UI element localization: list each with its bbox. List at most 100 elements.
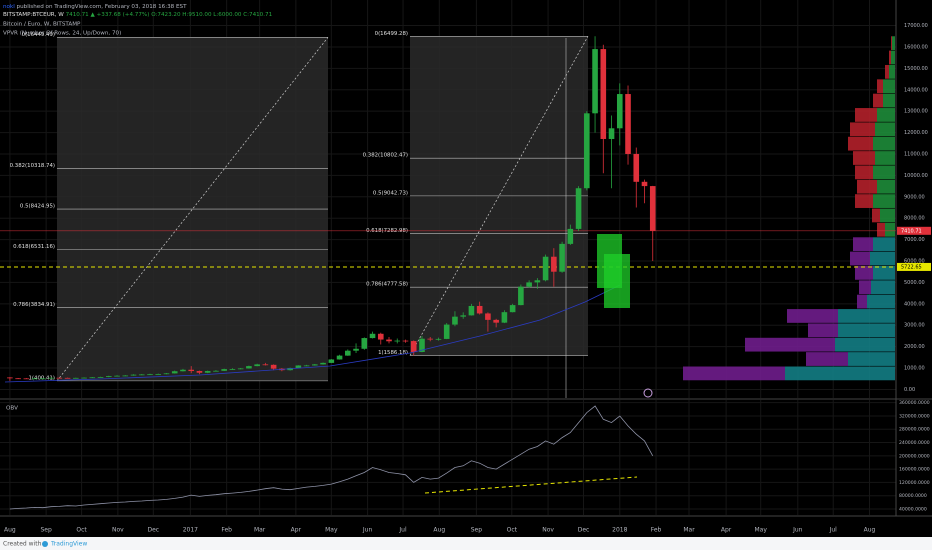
candle-body	[410, 341, 417, 352]
vpvr-up	[871, 280, 895, 295]
vpvr-up	[867, 294, 895, 309]
vpvr-down	[891, 36, 892, 51]
obv-tick-label: 360000.0000	[899, 400, 930, 406]
candle-body	[600, 49, 607, 139]
vpvr-up	[892, 36, 895, 51]
price-tag	[897, 262, 931, 271]
candle-body	[237, 368, 244, 370]
x-tick-label: 2018	[612, 527, 627, 534]
candle-body	[303, 365, 310, 367]
obv-tick-label: 40000.0000	[899, 507, 927, 513]
candle-body	[114, 375, 120, 377]
x-tick-label: Jul	[829, 527, 838, 534]
footer-text: Created with	[3, 541, 42, 548]
candle-body	[468, 305, 475, 316]
vpvr-up	[873, 265, 895, 280]
vpvr-down	[872, 208, 880, 223]
x-tick-label: Jul	[398, 527, 407, 534]
vpvr-up	[873, 165, 895, 180]
candle-body	[155, 374, 162, 375]
candle-body	[229, 369, 236, 370]
vpvr-down	[853, 151, 875, 165]
x-tick-label: Jun	[362, 527, 373, 534]
vpvr-up	[883, 79, 895, 94]
candle-body	[361, 338, 368, 349]
y-tick-label: 4000.00	[904, 301, 925, 307]
vpvr-down	[885, 64, 889, 79]
vpvr-down	[877, 79, 883, 94]
candle-body	[262, 364, 269, 366]
author[interactable]: nokl	[3, 4, 15, 10]
vpvr-down	[873, 93, 883, 108]
candle-body	[254, 364, 260, 367]
x-tick-label: 2017	[183, 527, 198, 534]
vpvr-down	[806, 352, 848, 366]
candle-body	[312, 364, 318, 366]
obv-tick-label: 200000.0000	[899, 453, 930, 459]
vpvr-up	[877, 179, 895, 194]
x-tick-label: Sep	[40, 527, 52, 534]
vpvr-down	[853, 237, 873, 252]
candle-body	[213, 370, 219, 372]
chart-title: Bitcoin / Euro, W, BITSTAMP	[3, 22, 81, 28]
candle-body	[328, 359, 335, 363]
obv-title: OBV	[6, 406, 18, 412]
candle-body	[575, 188, 582, 229]
candle-body	[641, 181, 648, 187]
candle-body	[171, 371, 178, 374]
price-tag-label: 5722.65	[901, 264, 922, 270]
candle-body	[353, 348, 359, 351]
vpvr-down	[808, 323, 838, 338]
quote: 7410.71 ▲ +337.68 (+4.77%) O:7423.20 H:9…	[66, 12, 273, 18]
candle-body	[7, 377, 13, 379]
candle-body	[592, 49, 598, 114]
x-tick-label: Apr	[291, 527, 302, 534]
vpvr-up	[848, 352, 895, 366]
x-tick-label: Oct	[76, 527, 87, 534]
fib-label: 0.5(8424.95)	[20, 204, 55, 210]
candle-body	[23, 378, 30, 380]
vpvr-up	[785, 366, 895, 381]
obv-tick-label: 120000.0000	[899, 480, 930, 486]
candle-body	[31, 378, 38, 380]
header-meta: nokl published on TradingView.com, Febru…	[3, 4, 187, 10]
vpvr-down	[857, 179, 877, 194]
candle-body	[435, 338, 442, 340]
alert-icon[interactable]	[643, 388, 653, 398]
candle-body	[336, 355, 343, 360]
vpvr-down	[859, 280, 871, 295]
x-tick-label: Aug	[4, 527, 16, 534]
candle-body	[518, 286, 524, 306]
candle-body	[188, 369, 195, 372]
candle-body	[427, 338, 434, 340]
obv-tick-label: 280000.0000	[899, 427, 930, 433]
vpvr-up	[883, 93, 895, 108]
vpvr-up	[891, 50, 895, 65]
header-quote: BITSTAMP:BTCEUR, W 7410.71 ▲ +337.68 (+4…	[3, 12, 273, 18]
zone-box	[604, 254, 630, 308]
fib-label: 0.5(9042.73)	[373, 190, 408, 196]
candle-body	[56, 377, 63, 379]
candle-body	[493, 319, 499, 323]
y-tick-label: 11000.00	[904, 151, 928, 157]
x-tick-label: Jun	[792, 527, 803, 534]
x-tick-label: Sep	[471, 527, 483, 534]
candle-body	[386, 339, 392, 342]
y-tick-label: 1000.00	[904, 366, 925, 372]
y-tick-label: 14000.00	[904, 87, 928, 93]
candle-body	[542, 256, 549, 281]
y-tick-label: 3000.00	[904, 323, 925, 329]
obv-tick-label: 320000.0000	[899, 413, 930, 419]
vpvr-up	[885, 222, 895, 237]
vpvr-up	[875, 151, 895, 165]
vpvr-down	[855, 165, 873, 180]
candle-body	[394, 340, 401, 342]
fib-label: 0(16449.49)	[22, 32, 55, 38]
footer-brand[interactable]: TradingView	[50, 541, 87, 548]
candle-body	[402, 340, 409, 342]
candle-body	[485, 313, 491, 320]
candle-body	[616, 94, 623, 129]
candle-body	[320, 362, 326, 365]
